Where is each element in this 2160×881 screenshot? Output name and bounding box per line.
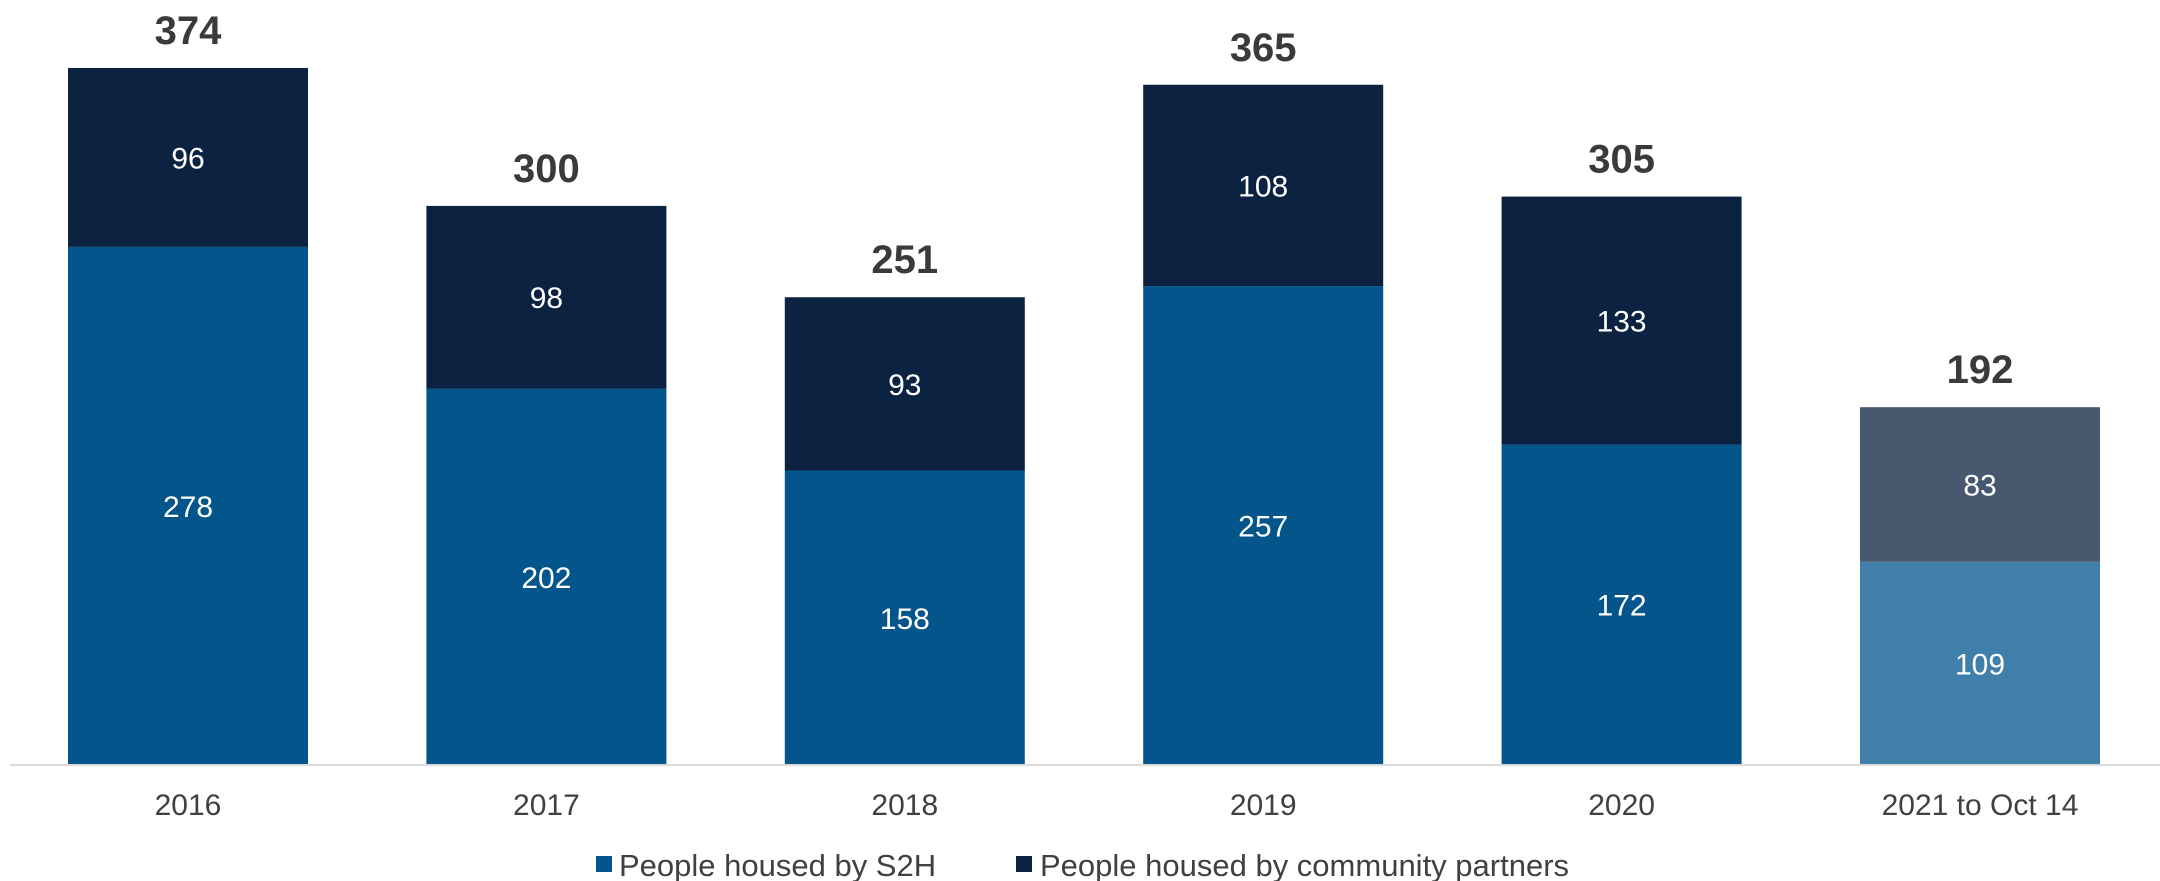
data-label-community-partners: 98 (530, 282, 563, 315)
total-label: 192 (1947, 348, 2014, 392)
bar-segment-s2h-2021-to-oct-14 (1860, 561, 2100, 765)
x-tick-label: 2021 to Oct 14 (1882, 789, 2079, 822)
data-label-community-partners: 96 (171, 142, 204, 175)
x-tick-label: 2017 (513, 789, 580, 822)
data-label-s2h: 202 (521, 562, 571, 595)
data-label-community-partners: 133 (1597, 306, 1647, 339)
legend: People housed by S2H People housed by co… (596, 848, 1569, 881)
bar-segment-s2h-2017 (426, 388, 667, 765)
data-label-s2h: 158 (880, 603, 930, 636)
bar-segment-community-partners-2020 (1501, 196, 1742, 445)
legend-swatch-community-partners (1016, 856, 1032, 872)
bar-segment-s2h-2016 (68, 246, 308, 766)
data-label-s2h: 257 (1238, 511, 1288, 544)
x-tick-label: 2019 (1230, 789, 1297, 822)
total-label: 374 (155, 9, 222, 53)
data-label-community-partners: 108 (1238, 170, 1288, 203)
total-label: 300 (513, 147, 580, 191)
bar-segment-community-partners-2017 (426, 205, 667, 389)
total-label: 365 (1230, 26, 1297, 70)
data-label-community-partners: 83 (1963, 470, 1996, 503)
total-label: 251 (871, 238, 938, 282)
legend-label-community-partners: People housed by community partners (1040, 848, 1569, 881)
bar-segment-community-partners-2021-to-oct-14 (1860, 407, 2100, 562)
x-tick-label: 2016 (155, 789, 222, 822)
bar-segment-s2h-2018 (784, 470, 1025, 765)
legend-label-s2h: People housed by S2H (619, 848, 936, 881)
bar-segment-community-partners-2019 (1143, 84, 1384, 287)
bar-segment-community-partners-2016 (68, 68, 308, 247)
x-tick-label: 2018 (871, 789, 938, 822)
bar-segment-s2h-2019 (1143, 286, 1384, 765)
data-label-s2h: 109 (1955, 648, 2005, 681)
x-tick-label: 2020 (1588, 789, 1655, 822)
bar-segment-s2h-2020 (1501, 444, 1742, 765)
x-tick-labels: 2016 2017 2018 2019 2020 2021 to Oct 14 (155, 789, 2079, 822)
total-label: 305 (1588, 138, 1655, 182)
data-label-s2h: 172 (1597, 590, 1647, 623)
bar-segment-community-partners-2018 (784, 297, 1025, 471)
data-label-community-partners: 93 (888, 369, 921, 402)
legend-swatch-s2h (596, 856, 612, 872)
data-label-s2h: 278 (163, 491, 213, 524)
bars-group: 278 96 374 202 98 300 158 93 251 257 108 365 172 133 3… (68, 9, 2100, 766)
